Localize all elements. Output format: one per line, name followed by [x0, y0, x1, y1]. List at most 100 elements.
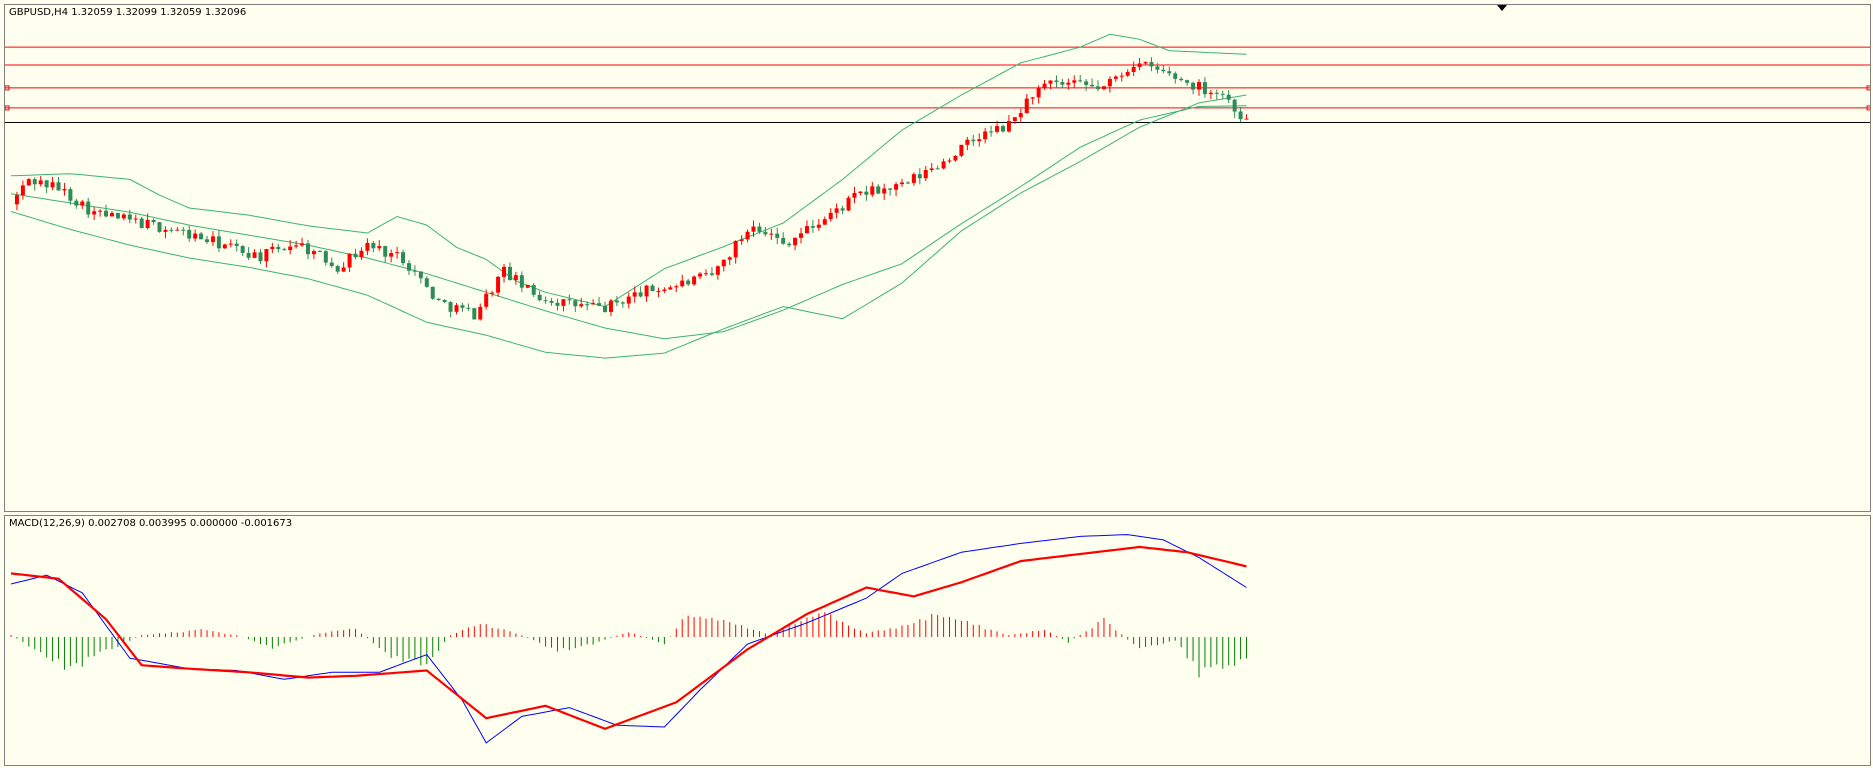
candle-body	[323, 251, 328, 263]
candle-body	[852, 193, 857, 198]
candle-body	[121, 214, 126, 219]
candle-body	[692, 276, 697, 285]
candle-body	[252, 252, 257, 258]
candle-body	[1137, 63, 1142, 67]
candle-body	[401, 252, 406, 264]
candle-body	[145, 219, 150, 228]
candle-body	[98, 210, 103, 212]
candle-body	[680, 280, 685, 287]
candle-body	[947, 160, 952, 162]
candle-body	[1084, 81, 1089, 85]
candle-body	[656, 291, 661, 293]
candle-body	[549, 300, 554, 303]
price-chart-svg[interactable]	[5, 5, 1871, 511]
macd-chart-svg[interactable]	[5, 516, 1871, 765]
candle-body	[169, 229, 174, 231]
candle-body	[80, 201, 85, 206]
candle-body	[1024, 98, 1029, 114]
candle-body	[490, 292, 495, 294]
candle-body	[1149, 62, 1154, 67]
candle-body	[466, 307, 471, 309]
candle-body	[496, 276, 501, 293]
candle-body	[585, 304, 590, 306]
candle-body	[935, 168, 940, 170]
candle-body	[507, 266, 512, 281]
candle-body	[959, 144, 964, 156]
candle-body	[840, 208, 845, 211]
candle-body	[1018, 113, 1023, 118]
candle-body	[686, 280, 691, 285]
candle-body	[905, 182, 910, 184]
candle-body	[193, 233, 198, 239]
candle-body	[1107, 78, 1112, 87]
candle-body	[1191, 82, 1196, 90]
candle-body	[668, 287, 673, 290]
candle-body	[14, 195, 19, 205]
candle-body	[603, 305, 607, 312]
candle-body	[371, 242, 376, 249]
candle-body	[306, 243, 310, 255]
candle-body	[181, 229, 186, 231]
candle-body	[1155, 66, 1160, 70]
candle-body	[1238, 111, 1243, 120]
candle-body	[264, 249, 269, 262]
candle-body	[721, 259, 726, 267]
candle-body	[74, 200, 79, 206]
candle-body	[460, 305, 465, 308]
candle-body	[1006, 120, 1011, 132]
candle-body	[882, 188, 887, 194]
candle-body	[828, 212, 833, 220]
candle-body	[109, 212, 114, 217]
candle-body	[953, 155, 958, 161]
candle-body	[104, 210, 109, 217]
candle-body	[834, 208, 839, 213]
candle-body	[917, 174, 922, 179]
candle-body	[709, 273, 714, 275]
candle-body	[757, 226, 762, 232]
candle-body	[1220, 93, 1225, 95]
candle-body	[1072, 80, 1077, 83]
level-handle-left-2	[5, 85, 10, 91]
bollinger-upper	[10, 33, 1247, 308]
candle-body	[329, 262, 334, 267]
candle-body	[608, 300, 613, 312]
candle-body	[502, 266, 507, 277]
candle-body	[424, 278, 429, 287]
candle-body	[26, 179, 31, 186]
candle-body	[632, 292, 637, 297]
candle-body	[799, 233, 804, 238]
candle-body	[1173, 73, 1178, 79]
candle-body	[775, 233, 780, 238]
candle-body	[1030, 97, 1035, 99]
candle-body	[1048, 80, 1053, 84]
macd-series-macd	[10, 534, 1247, 744]
candle-body	[62, 189, 67, 191]
candle-body	[210, 236, 215, 243]
candle-body	[787, 243, 792, 246]
candle-body	[157, 222, 162, 232]
candle-body	[341, 267, 346, 272]
candle-body	[965, 139, 970, 145]
price-panel[interactable]: GBPUSD,H4 1.32059 1.32099 1.32059 1.3209…	[4, 4, 1871, 512]
candle-body	[383, 246, 388, 257]
candle-body	[246, 252, 251, 258]
candle-body	[86, 201, 91, 215]
candle-body	[216, 236, 221, 249]
macd-panel[interactable]: MACD(12,26,9) 0.002708 0.003995 0.000000…	[4, 515, 1871, 766]
candle-body	[769, 233, 774, 235]
candle-body	[703, 273, 708, 275]
candle-body	[300, 243, 305, 246]
candle-body	[1113, 76, 1118, 79]
candle-body	[531, 285, 536, 295]
candle-body	[56, 182, 61, 191]
candle-body	[448, 302, 453, 312]
candle-body	[1232, 99, 1237, 112]
candle-body	[389, 253, 394, 257]
candle-body	[1214, 92, 1219, 94]
candle-body	[1244, 118, 1249, 120]
shift-marker-icon[interactable]	[1497, 5, 1507, 11]
candle-body	[163, 229, 168, 232]
candle-body	[888, 188, 893, 190]
candle-body	[205, 239, 210, 243]
candle-body	[68, 189, 73, 201]
